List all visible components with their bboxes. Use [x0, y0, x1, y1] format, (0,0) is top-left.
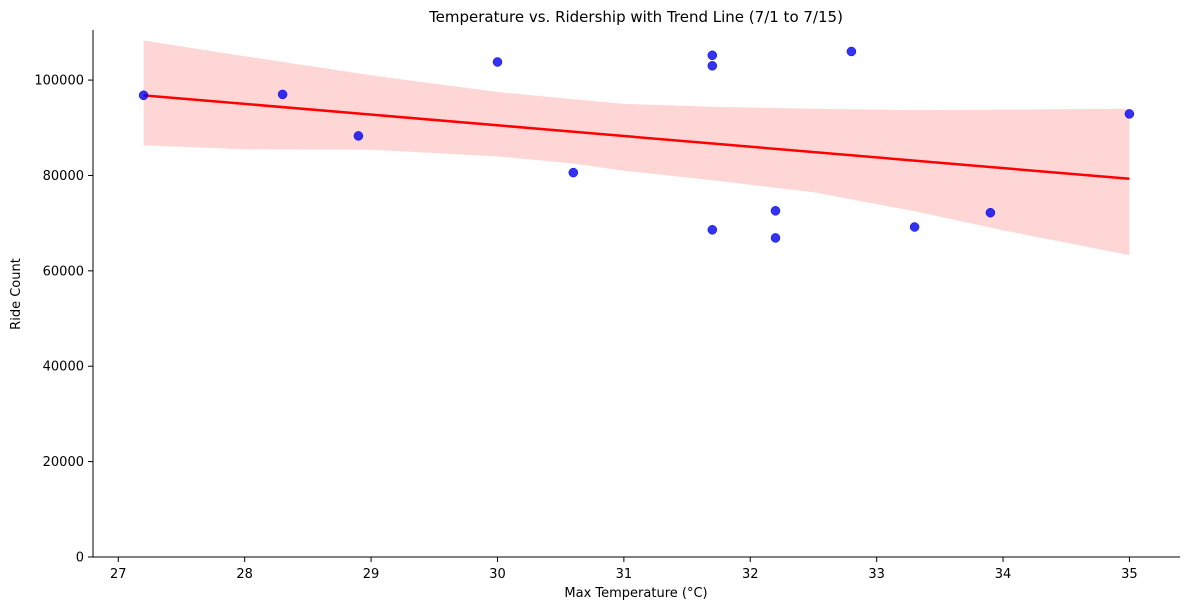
data-point — [909, 222, 920, 232]
data-point — [1124, 109, 1135, 119]
y-tick-label: 100000 — [34, 74, 84, 89]
data-point — [985, 207, 996, 218]
data-point — [138, 90, 149, 101]
y-ticks: 0 20000 40000 60000 80000 100000 — [34, 74, 93, 566]
data-point — [568, 167, 579, 178]
confidence-band — [143, 40, 1130, 256]
confidence-band-layer — [143, 40, 1130, 256]
y-axis-label: Ride Count — [9, 258, 24, 330]
trend-line-layer — [143, 94, 1130, 181]
trend-line — [143, 94, 1130, 181]
data-point — [770, 233, 781, 243]
x-ticks: 27 28 29 30 31 32 33 34 35 — [110, 557, 1138, 582]
axes — [92, 30, 1180, 558]
y-tick-label: 60000 — [43, 264, 84, 279]
x-tick-label: 27 — [110, 567, 127, 582]
x-tick-label: 34 — [995, 567, 1012, 582]
y-tick-label: 0 — [76, 551, 84, 566]
x-tick-label: 32 — [742, 567, 759, 582]
data-point — [707, 225, 718, 235]
x-tick-label: 33 — [868, 567, 885, 582]
x-tick-label: 31 — [616, 567, 633, 582]
data-point — [353, 131, 364, 141]
data-point — [277, 89, 288, 100]
data-point — [846, 46, 857, 57]
x-tick-label: 29 — [363, 567, 380, 582]
data-point — [707, 50, 718, 61]
data-points-layer — [138, 46, 1135, 243]
y-tick-label: 40000 — [43, 360, 84, 375]
data-point — [770, 206, 781, 216]
y-tick-label: 80000 — [43, 169, 84, 184]
chart-title: Temperature vs. Ridership with Trend Lin… — [428, 8, 843, 26]
data-point — [707, 61, 718, 71]
data-point — [492, 57, 503, 67]
x-tick-label: 28 — [236, 567, 253, 582]
x-tick-label: 30 — [489, 567, 506, 582]
y-tick-label: 20000 — [43, 455, 84, 470]
x-axis-label: Max Temperature (°C) — [564, 586, 707, 601]
x-tick-label: 35 — [1121, 567, 1138, 582]
